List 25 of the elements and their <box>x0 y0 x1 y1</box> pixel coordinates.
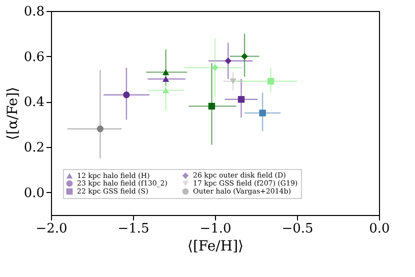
point <box>162 69 170 76</box>
x-tick-label: −2.0 <box>36 222 68 236</box>
y-tick-label: 0.4 <box>24 95 44 110</box>
point <box>238 96 245 103</box>
point <box>162 76 170 82</box>
point <box>267 78 274 85</box>
x-tick-label: −0.5 <box>282 222 314 236</box>
point <box>241 52 248 60</box>
x-axis-title: ⟨[Fe/H]⟩ <box>187 238 244 254</box>
point <box>212 64 218 72</box>
y-axis-title: ⟨[α/Fe]⟩ <box>4 86 21 140</box>
point <box>96 126 104 132</box>
point <box>123 92 130 98</box>
point <box>230 78 236 84</box>
point <box>259 110 266 116</box>
x-tick-label: 0.0 <box>369 222 390 236</box>
x-tick-label: −1.0 <box>200 222 232 236</box>
x-tick-label: −1.5 <box>118 222 150 236</box>
point <box>224 58 232 64</box>
y-tick-label: 0.2 <box>24 140 44 156</box>
point <box>208 102 216 110</box>
point <box>162 87 170 94</box>
y-tick-label: 0.0 <box>24 186 44 201</box>
y-tick-label: 0.8 <box>24 4 44 20</box>
y-tick-label: 0.6 <box>24 50 44 65</box>
